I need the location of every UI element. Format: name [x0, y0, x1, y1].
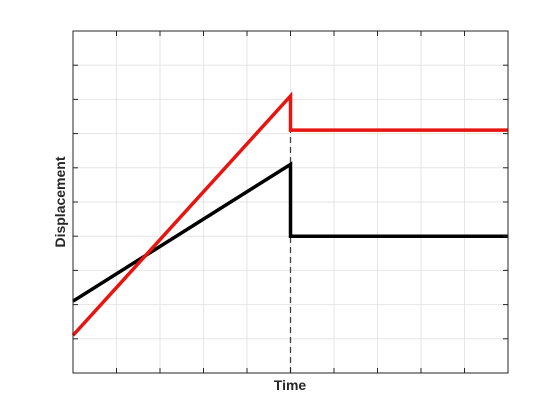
y-axis-label: Displacement [52, 156, 68, 247]
series-line-0 [72, 161, 508, 303]
x-axis-label: Time [274, 377, 307, 393]
series-line-1 [71, 91, 508, 337]
series-lines [71, 91, 508, 337]
axes [72, 30, 509, 374]
